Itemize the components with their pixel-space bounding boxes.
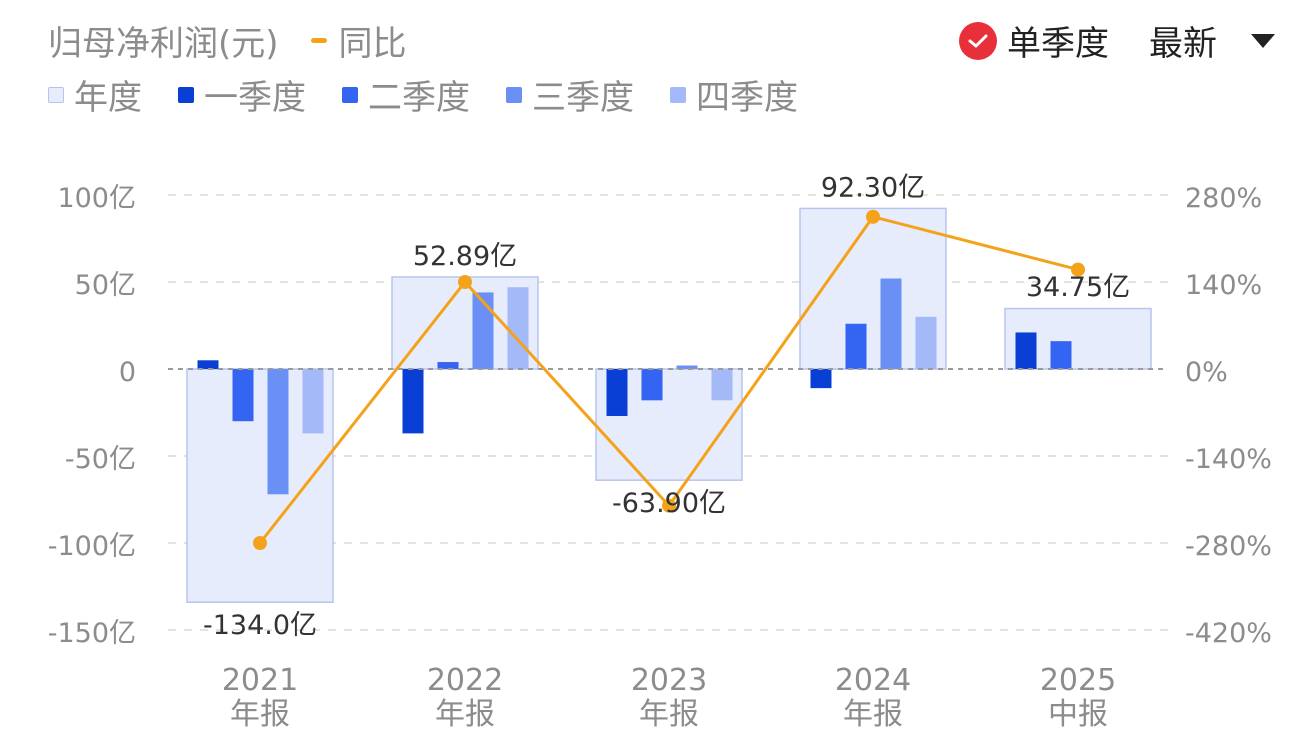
legend-label-q4: 四季度 [696,78,798,118]
sort-dropdown-value: 最新 [1149,24,1217,64]
quarter-bar[interactable] [810,369,832,389]
legend-label-q3: 三季度 [532,78,634,118]
y-right-tick-label: -280% [1185,531,1272,562]
y-left-tick-label: 50亿 [75,270,136,301]
legend-item-q2[interactable]: 二季度 [342,70,470,119]
chart-header: 归母净利润(元) 同比 [48,16,407,65]
quarter-bar[interactable] [641,369,663,401]
yoy-point[interactable] [866,209,880,224]
legend-label-annual: 年度 [74,78,142,118]
quarter-bar[interactable] [472,292,494,369]
x-tick-year: 2023 [631,663,707,698]
legend-item-q3[interactable]: 三季度 [506,70,634,119]
y-left-tick-label: 0 [119,357,136,388]
quarter-bar[interactable] [437,362,459,369]
y-left-tick-label: 100亿 [57,183,136,214]
quarter-bar[interactable] [676,365,698,369]
legend-item-q1[interactable]: 一季度 [178,70,306,119]
quarter-bar[interactable] [711,369,733,401]
dropdown-caret-icon [1251,33,1275,48]
yoy-point[interactable] [253,536,267,550]
legend-swatch-q3 [506,86,522,103]
quarter-bar[interactable] [302,369,324,434]
annual-value-label: 92.30亿 [821,172,925,203]
x-tick-report-type: 年报 [230,697,290,732]
sort-dropdown[interactable]: 最新 [1149,16,1275,65]
y-right-tick-label: 280% [1185,183,1262,214]
y-left-tick-label: -100亿 [48,531,136,562]
x-tick-year: 2021 [222,663,298,698]
x-tick-year: 2024 [835,663,911,698]
x-tick-year: 2022 [427,663,503,698]
yoy-legend-label: 同比 [338,24,407,64]
quarter-bar[interactable] [845,323,867,369]
x-tick-report-type: 中报 [1048,697,1108,732]
quarter-bar[interactable] [1015,332,1037,369]
quarter-bar[interactable] [880,278,902,369]
legend-item-annual[interactable]: 年度 [48,70,142,119]
single-quarter-check-icon[interactable] [959,21,997,60]
legend-swatch-annual [48,86,64,103]
quarter-bar[interactable] [267,369,289,495]
chart-controls: 单季度 最新 [959,16,1275,65]
y-right-tick-label: -420% [1185,618,1272,649]
quarter-bar[interactable] [507,287,529,369]
legend-label-q1: 一季度 [204,78,306,118]
quarter-bar[interactable] [1050,341,1072,369]
annual-value-label: 34.75亿 [1026,272,1130,303]
annual-value-label: -134.0亿 [203,610,317,641]
legend-item-q4[interactable]: 四季度 [670,70,798,119]
single-quarter-toggle[interactable]: 单季度 [1007,24,1109,64]
quarter-bar[interactable] [402,369,424,434]
y-left-tick-label: -150亿 [48,618,136,649]
quarter-bar[interactable] [606,369,628,416]
legend-swatch-q4 [670,86,686,103]
legend-swatch-q2 [342,86,358,103]
y-right-tick-label: 0% [1185,357,1228,388]
y-left-tick-label: -50亿 [65,444,136,475]
yoy-point[interactable] [458,275,472,289]
quarter-bar[interactable] [197,360,219,369]
yoy-point[interactable] [1071,262,1085,277]
yoy-legend-swatch [310,38,327,43]
legend-swatch-q1 [178,86,194,103]
annual-value-label: 52.89亿 [413,241,517,272]
x-tick-report-type: 年报 [843,697,903,732]
annual-value-label: -63.90亿 [612,488,726,519]
legend: 年度 一季度 二季度 三季度 四季度 [48,70,834,119]
x-tick-report-type: 年报 [435,697,495,732]
quarter-bar[interactable] [232,369,254,422]
y-right-tick-label: -140% [1185,444,1272,475]
chart-title: 归母净利润(元) [48,24,279,64]
x-tick-report-type: 年报 [639,697,699,732]
yoy-point[interactable] [662,498,676,513]
y-right-tick-label: 140% [1185,270,1262,301]
quarter-bar[interactable] [915,316,937,369]
legend-label-q2: 二季度 [368,78,470,118]
x-tick-year: 2025 [1040,663,1116,698]
